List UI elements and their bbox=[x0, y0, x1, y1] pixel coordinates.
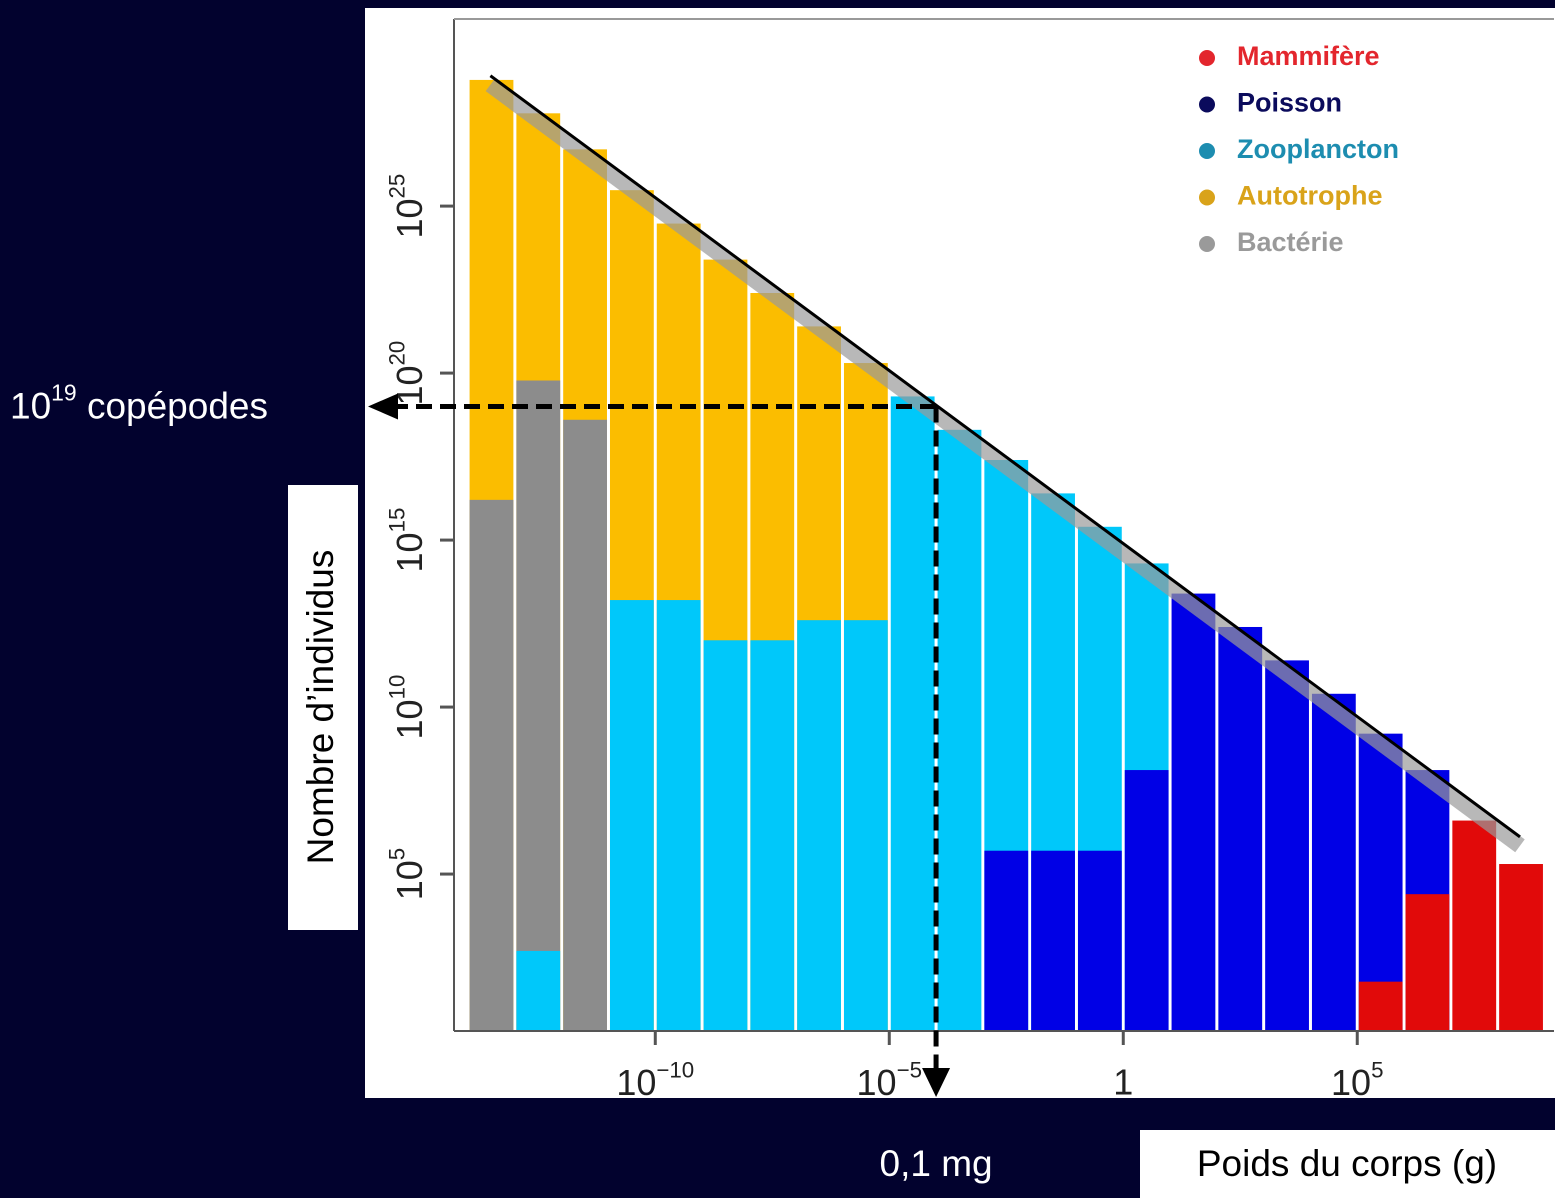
bar bbox=[1358, 733, 1403, 1031]
y-tick-label: 1015 bbox=[384, 508, 429, 573]
bar bbox=[1031, 850, 1075, 1031]
bar bbox=[1358, 981, 1403, 1031]
bar bbox=[563, 419, 607, 1031]
bar bbox=[984, 850, 1029, 1031]
bar bbox=[750, 640, 795, 1031]
y-axis-title: Nombre d’individus bbox=[300, 550, 341, 865]
legend-marker bbox=[1199, 96, 1215, 113]
bar bbox=[469, 499, 514, 1031]
legend-label: Autotrophe bbox=[1237, 181, 1382, 211]
bar bbox=[1499, 864, 1543, 1031]
y-tick-label: 1010 bbox=[384, 675, 429, 740]
bar bbox=[1405, 894, 1450, 1031]
bar bbox=[1171, 593, 1216, 1031]
bar bbox=[1311, 693, 1356, 1031]
annotation-arrow bbox=[368, 393, 398, 420]
bar bbox=[1124, 770, 1169, 1031]
x-tick-label: 1 bbox=[1113, 1062, 1133, 1103]
bar bbox=[1077, 850, 1122, 1031]
bar bbox=[516, 380, 561, 1031]
legend-marker bbox=[1199, 236, 1215, 252]
bar bbox=[890, 396, 935, 1032]
annotation-arrow bbox=[922, 1068, 951, 1097]
y-tick-label: 1025 bbox=[384, 174, 429, 239]
legend-label: Poisson bbox=[1237, 88, 1342, 118]
x-tick-label: 10−5 bbox=[857, 1057, 923, 1102]
x-title-box bbox=[1140, 1130, 1555, 1198]
legend-label: Zooplancton bbox=[1237, 134, 1399, 164]
x-tick-label: 10−10 bbox=[616, 1057, 694, 1102]
bar bbox=[937, 429, 982, 1032]
y-tick-label: 1020 bbox=[384, 341, 429, 406]
legend-marker bbox=[1199, 143, 1215, 159]
annotation-y-label: 1019 copépodes bbox=[10, 379, 268, 426]
fit-line bbox=[489, 74, 1521, 839]
fit-band bbox=[485, 78, 1525, 853]
bar bbox=[1452, 820, 1497, 1031]
annotation-x-label: 0,1 mg bbox=[880, 1143, 993, 1184]
bar bbox=[1265, 660, 1309, 1031]
bar bbox=[843, 620, 888, 1031]
legend-label: Bactérie bbox=[1237, 227, 1344, 257]
legend-label: Mammifère bbox=[1237, 41, 1380, 71]
bar bbox=[609, 600, 654, 1031]
y-tick-label: 105 bbox=[384, 848, 429, 900]
legend-marker bbox=[1199, 50, 1215, 66]
bar bbox=[656, 600, 701, 1031]
x-tick-label: 105 bbox=[1331, 1057, 1383, 1102]
y-title-box bbox=[288, 485, 358, 930]
legend-marker bbox=[1199, 189, 1215, 206]
bar bbox=[1218, 626, 1263, 1031]
x-axis-title: Poids du corps (g) bbox=[1197, 1143, 1497, 1184]
bar bbox=[797, 620, 841, 1031]
bar bbox=[703, 640, 748, 1031]
bar bbox=[516, 950, 561, 1031]
